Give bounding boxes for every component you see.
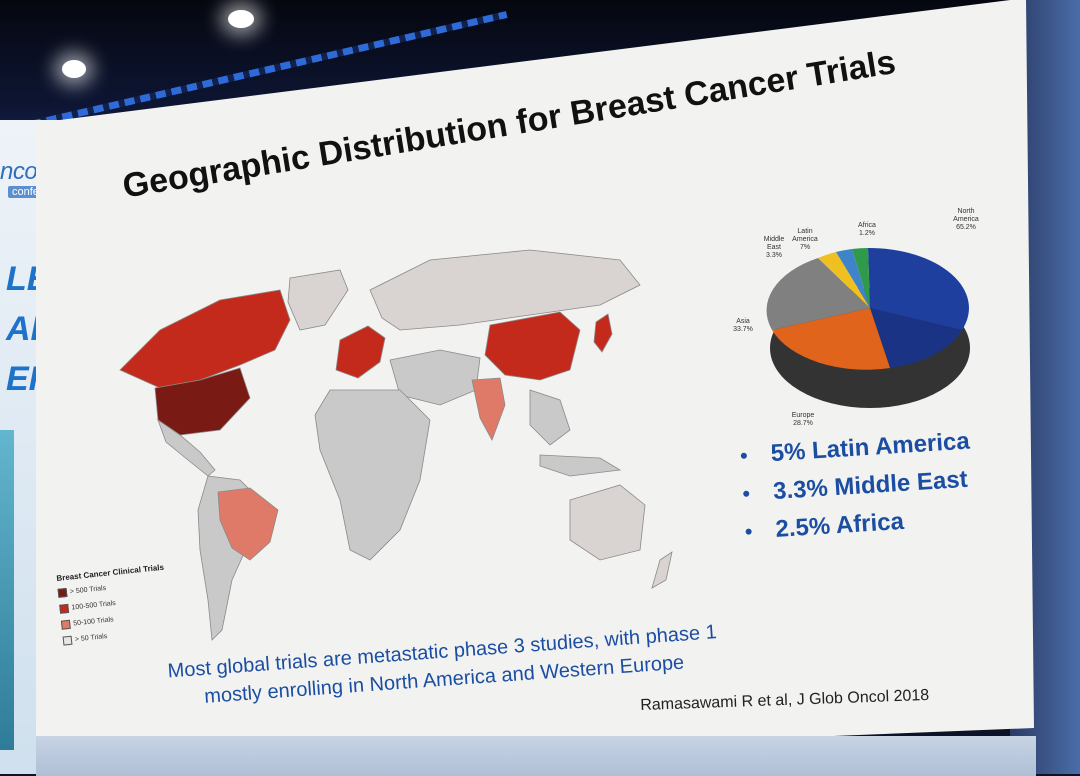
map-western-europe	[335, 325, 386, 379]
trials-pie-chart	[766, 247, 970, 408]
map-canada	[119, 289, 291, 389]
map-africa	[314, 389, 431, 561]
map-china	[484, 311, 581, 381]
legend-swatch	[60, 619, 71, 630]
map-indonesia	[539, 454, 622, 477]
bullet-dot-icon	[745, 528, 752, 535]
pie-label-africa: Africa 1.2%	[858, 222, 876, 237]
pie-slice-africa	[852, 248, 870, 308]
map-greenland	[287, 269, 349, 331]
legend-swatch	[59, 603, 70, 614]
legend-swatch	[62, 635, 73, 646]
pie-label-latin-america: Latin America 7%	[792, 228, 818, 251]
map-japan	[593, 313, 613, 353]
bullet-dot-icon	[740, 452, 748, 459]
pie-slice-latin-america	[836, 249, 870, 308]
map-legend: Breast Cancer Clinical Trials > 500 Tria…	[56, 563, 172, 653]
ceiling-light	[62, 60, 86, 78]
screen-bottom	[36, 736, 1036, 776]
map-australia	[569, 484, 646, 561]
bullet-item: 3.3% Middle East	[742, 466, 972, 508]
ceiling-light	[228, 10, 254, 28]
map-brazil	[217, 487, 279, 561]
pie-label-north-america: North America 65.2%	[953, 208, 979, 231]
world-map	[119, 249, 673, 641]
pie-label-europe: Europe 28.7%	[791, 412, 815, 427]
pie-label-middle-east: Middle East 3.3%	[763, 236, 785, 259]
pie-slice-asia	[766, 258, 870, 330]
map-russia	[369, 249, 641, 331]
bullet-dot-icon	[743, 490, 750, 497]
pie-slice-europe	[772, 308, 890, 370]
pie-label-asia: Asia 33.7%	[733, 318, 753, 333]
map-new-zealand	[651, 551, 673, 589]
map-central-america	[157, 418, 216, 477]
bullet-list: 5% Latin America 3.3% Middle East 2.5% A…	[740, 428, 976, 556]
pie-slice-middle-east	[818, 252, 870, 308]
legend-swatch	[57, 587, 68, 598]
bullet-item: 2.5% Africa	[745, 503, 975, 545]
pie-slice-north-america	[868, 247, 969, 330]
map-india	[471, 377, 506, 441]
legend-item: > 50 Trials	[62, 625, 171, 646]
map-southeast-asia	[529, 389, 571, 446]
banner-strip	[0, 430, 14, 750]
pie-slice-north-america-lower	[870, 308, 962, 368]
